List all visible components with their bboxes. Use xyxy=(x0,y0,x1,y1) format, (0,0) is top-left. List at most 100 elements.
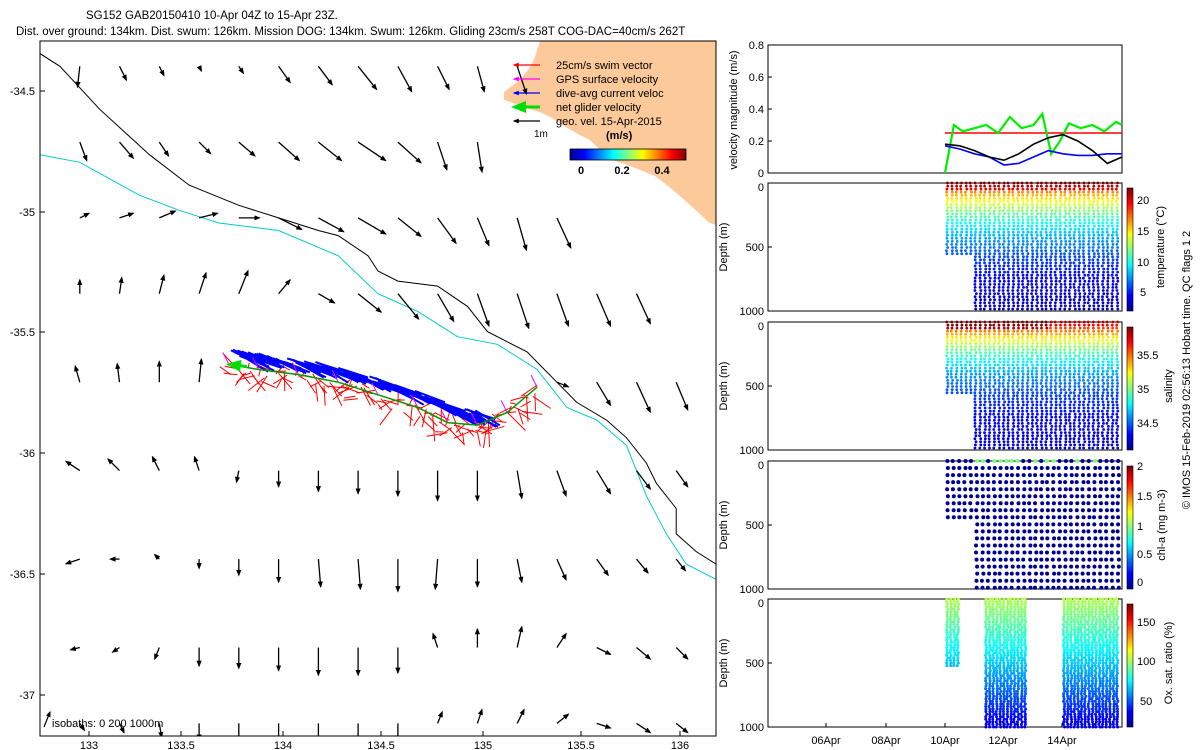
temperature-dot xyxy=(1097,292,1100,295)
oxygen-dot xyxy=(995,623,999,627)
oxygen-dot xyxy=(1017,671,1021,675)
salinity-dot xyxy=(983,391,987,395)
chla-dot xyxy=(1110,494,1115,499)
salinity-dot xyxy=(1035,446,1038,450)
salinity-dot xyxy=(1044,415,1048,419)
oxygen-dot xyxy=(1062,618,1065,621)
temperature-dot xyxy=(1110,249,1114,253)
legend-gps-label: GPS surface velocity xyxy=(556,74,659,86)
dac-vector xyxy=(403,389,432,405)
temperature-dot xyxy=(1096,209,1100,213)
oxygen-dot xyxy=(999,689,1003,693)
oxygen-dot xyxy=(1086,702,1090,706)
salinity-dot xyxy=(973,425,977,428)
salinity-dot xyxy=(1030,415,1034,419)
temperature-dot xyxy=(1049,193,1053,197)
temperature-dot xyxy=(1064,261,1068,265)
chla-dot xyxy=(1068,522,1073,527)
salinity-dot xyxy=(978,425,982,428)
chla-dot xyxy=(1022,522,1027,527)
salinity-dot xyxy=(974,357,977,361)
oxygen-dot xyxy=(1024,648,1028,652)
oxygen-dot xyxy=(992,725,995,729)
salinity-dot xyxy=(1011,357,1015,361)
temperature-dot xyxy=(988,292,992,295)
oxygen-dot xyxy=(1016,630,1020,634)
temperature-dot xyxy=(1078,224,1082,228)
oxygen-dot xyxy=(1062,633,1065,637)
salinity-dot xyxy=(1016,391,1020,395)
temperature-dot xyxy=(950,197,954,200)
salinity-dot xyxy=(955,357,959,361)
temperature-dot xyxy=(993,292,996,295)
salinity-dot xyxy=(1016,339,1020,342)
salinity-dot xyxy=(951,363,954,367)
temperature-dot xyxy=(1096,187,1100,191)
salinity-dot xyxy=(1059,357,1062,361)
salinity-dot xyxy=(1007,342,1011,345)
chla-dot xyxy=(945,501,950,506)
oxygen-dot xyxy=(1003,638,1007,642)
temperature-dot xyxy=(1111,255,1114,259)
salinity-dot xyxy=(1054,437,1058,441)
temperature-dot xyxy=(974,193,977,197)
temperature-dot xyxy=(964,240,968,243)
geo-vector-arrow xyxy=(556,381,570,388)
temperature-dot xyxy=(1078,240,1081,243)
geo-vector-arrow xyxy=(476,142,484,174)
salinity-dot xyxy=(1096,342,1100,345)
oxygen-dot xyxy=(1066,717,1069,721)
oxygen-dot xyxy=(1012,661,1016,665)
salinity-dot xyxy=(1031,326,1035,330)
chla-dot xyxy=(1109,571,1114,576)
salinity-dot xyxy=(1105,357,1109,361)
salinity-dot xyxy=(1006,326,1010,330)
oxygen-dot xyxy=(1066,615,1070,619)
salinity-dot xyxy=(950,388,954,391)
oxygen-dot xyxy=(1062,717,1066,721)
temperature-dot xyxy=(993,283,997,286)
chla-dot xyxy=(1010,578,1015,583)
oxygen-dot xyxy=(1023,671,1026,675)
temperature-dot xyxy=(964,215,968,219)
oxygen-dot xyxy=(957,618,960,621)
salinity-dot xyxy=(1025,363,1029,367)
temperature-dot xyxy=(1086,212,1090,216)
temperature-dot xyxy=(945,249,948,253)
salinity-dot xyxy=(988,379,992,382)
salinity-dot xyxy=(946,326,950,330)
oxygen-dot xyxy=(1087,712,1091,716)
oxygen-dot xyxy=(991,653,995,657)
oxygen-dot xyxy=(1005,641,1009,644)
salinity-dot xyxy=(1045,326,1049,330)
temperature-dot xyxy=(993,304,996,308)
salinity-dot xyxy=(1011,348,1015,351)
salinity-dot xyxy=(1096,440,1100,444)
salinity-dot xyxy=(1106,431,1110,434)
chla-dot xyxy=(1056,466,1061,470)
temperature-dot xyxy=(1091,230,1095,234)
salinity-dot xyxy=(997,425,1001,428)
temperature-dot xyxy=(1077,227,1081,231)
temperature-dot xyxy=(987,295,991,299)
oxygen-dot xyxy=(1083,600,1087,604)
temperature-dot xyxy=(1116,307,1120,311)
salinity-dot xyxy=(1015,394,1019,398)
salinity-dot xyxy=(1030,428,1034,431)
salinity-dot xyxy=(983,431,986,434)
salinity-dot xyxy=(1073,412,1077,416)
salinity-dot xyxy=(1016,329,1019,333)
chla-dot xyxy=(1045,550,1049,555)
oxygen-dot xyxy=(999,725,1003,729)
salinity-dot xyxy=(983,336,987,339)
oxygen-dot xyxy=(1073,674,1077,678)
salinity-dot xyxy=(1026,428,1030,431)
oxygen-dot xyxy=(999,620,1003,624)
chla-dot xyxy=(1110,515,1115,520)
temperature-dot xyxy=(945,187,949,191)
oxygen-dot xyxy=(1080,651,1083,655)
salinity-dot xyxy=(978,428,981,431)
salinity-dot xyxy=(1091,326,1095,330)
salinity-dot xyxy=(1111,336,1115,339)
temperature-dot xyxy=(946,246,949,249)
